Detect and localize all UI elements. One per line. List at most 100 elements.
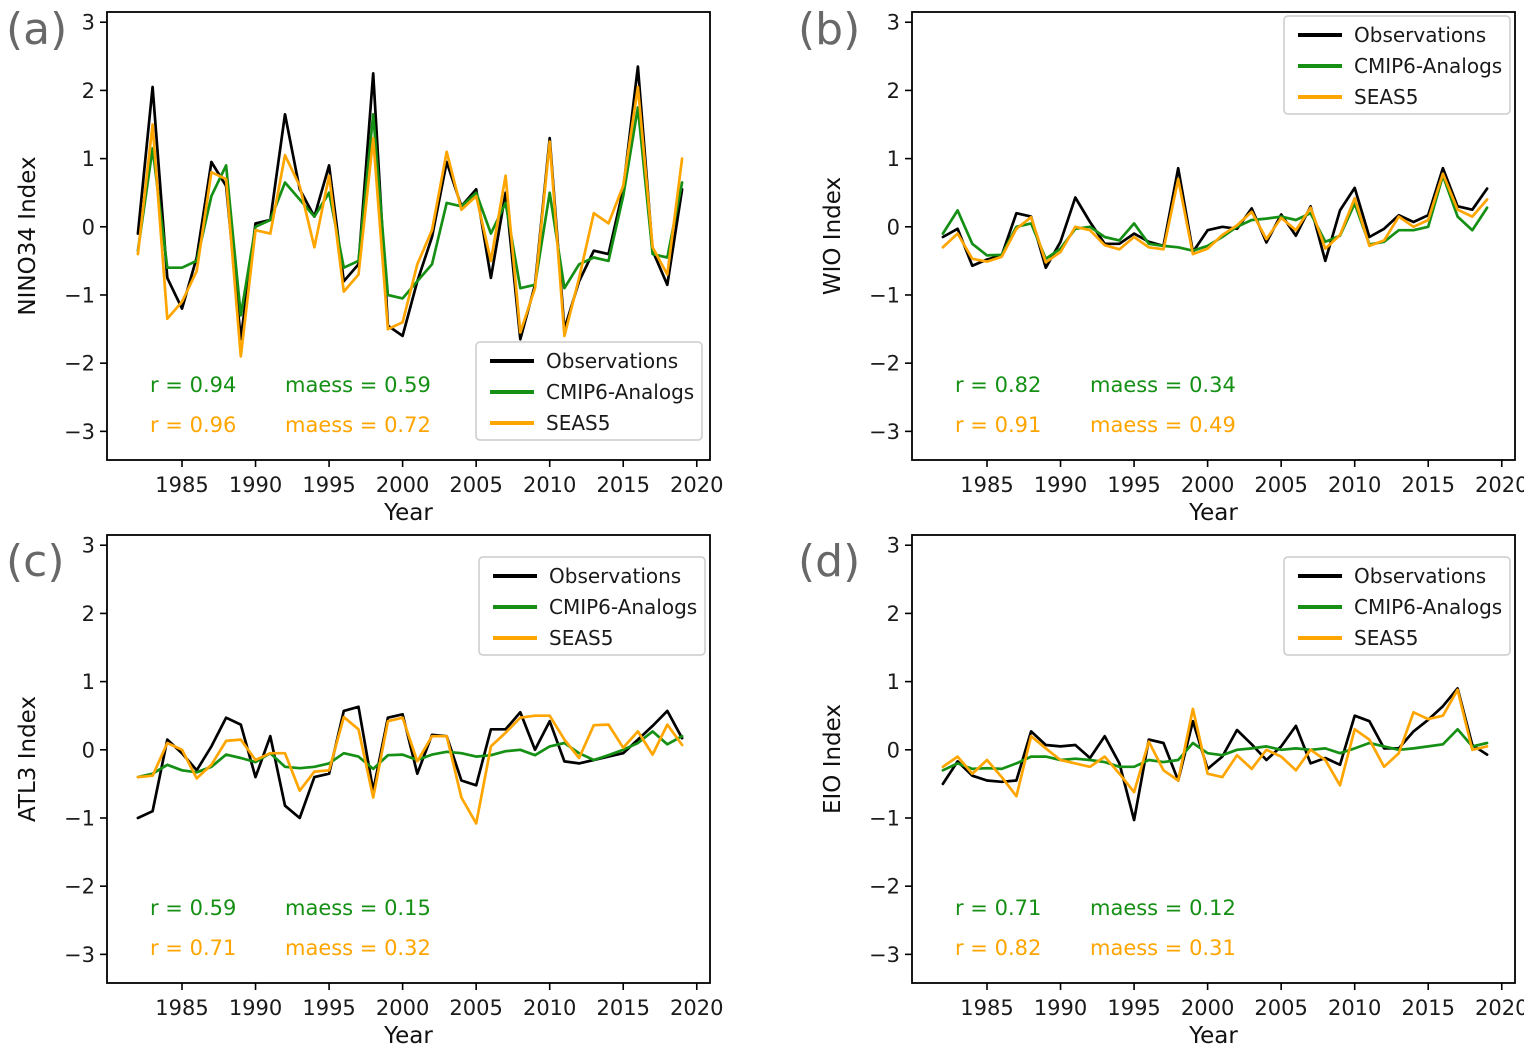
series-line-cmip6-analogs <box>941 727 1489 772</box>
stats-green-maess: maess = 0.34 <box>1090 373 1236 397</box>
x-tick-label: 2020 <box>1475 473 1524 497</box>
series-line-seas5 <box>136 714 684 825</box>
x-tick-label: 1990 <box>229 473 282 497</box>
x-tick-label: 2020 <box>670 996 723 1020</box>
legend-label: SEAS5 <box>1354 626 1418 650</box>
y-tick-label: 1 <box>887 670 900 694</box>
legend-label: Observations <box>549 564 681 588</box>
x-tick-label: 2020 <box>1475 996 1524 1020</box>
stats-green-maess: maess = 0.12 <box>1090 896 1236 920</box>
x-tick-label: 1985 <box>960 996 1013 1020</box>
x-axis-label: Year <box>383 1023 433 1045</box>
legend-box <box>478 556 706 656</box>
x-tick-label: 2000 <box>1181 996 1234 1020</box>
stats-orange-maess: maess = 0.49 <box>1090 413 1236 437</box>
y-tick-label: 3 <box>887 534 900 558</box>
y-axis-label: WIO Index <box>820 177 846 295</box>
legend-label: Observations <box>546 349 678 373</box>
y-tick-label: 0 <box>887 738 900 762</box>
x-tick-label: 1990 <box>229 996 282 1020</box>
x-tick-label: 2000 <box>376 996 429 1020</box>
series-line-observations <box>136 705 684 820</box>
y-tick-label: −1 <box>64 806 95 830</box>
panel-a-letter: (a) <box>6 4 68 55</box>
x-tick-label: 1995 <box>302 996 355 1020</box>
stats-orange-r: r = 0.91 <box>955 413 1041 437</box>
stats-orange-r: r = 0.82 <box>955 936 1041 960</box>
y-tick-label: 0 <box>887 215 900 239</box>
y-tick-label: 2 <box>887 79 900 103</box>
x-axis-label: Year <box>1188 500 1238 522</box>
legend-label: Observations <box>1354 23 1486 47</box>
series-line-seas5 <box>136 85 684 358</box>
y-tick-label: 3 <box>82 534 95 558</box>
x-tick-label: 2005 <box>449 473 502 497</box>
x-tick-label: 1995 <box>302 473 355 497</box>
legend-label: SEAS5 <box>1354 85 1418 109</box>
x-tick-label: 1990 <box>1034 473 1087 497</box>
stats-orange-r: r = 0.96 <box>150 413 236 437</box>
y-tick-label: −3 <box>869 420 900 444</box>
y-axis-label: ATL3 Index <box>15 696 41 822</box>
y-tick-label: −3 <box>869 943 900 967</box>
legend-label: CMIP6-Analogs <box>549 595 697 619</box>
plot-border <box>106 11 711 461</box>
x-tick-label: 2005 <box>1254 473 1307 497</box>
y-axis-label: NINO34 Index <box>15 156 41 315</box>
x-tick-label: 2010 <box>523 996 576 1020</box>
series-line-observations <box>941 166 1489 270</box>
y-tick-label: 3 <box>82 11 95 35</box>
x-tick-label: 2010 <box>523 473 576 497</box>
stats-green-maess: maess = 0.15 <box>285 896 431 920</box>
x-tick-label: 1990 <box>1034 996 1087 1020</box>
legend: Observations CMIP6-Analogs SEAS5 <box>478 556 706 656</box>
y-tick-label: 1 <box>82 147 95 171</box>
legend-label: Observations <box>1354 564 1486 588</box>
x-tick-label: 2000 <box>376 473 429 497</box>
panel-c-letter: (c) <box>6 536 65 587</box>
x-tick-label: 2000 <box>1181 473 1234 497</box>
x-axis-label: Year <box>1188 1023 1238 1045</box>
y-tick-label: 3 <box>887 11 900 35</box>
stats-orange-maess: maess = 0.72 <box>285 413 431 437</box>
y-tick-label: 0 <box>82 738 95 762</box>
series-line-cmip6-analogs <box>136 730 684 779</box>
x-tick-label: 2005 <box>1254 996 1307 1020</box>
series-line-seas5 <box>941 688 1489 798</box>
panel-b-letter: (b) <box>798 4 861 55</box>
plot-border <box>106 534 711 984</box>
y-tick-label: −3 <box>64 943 95 967</box>
stats-orange-r: r = 0.71 <box>150 936 236 960</box>
y-tick-label: −2 <box>64 352 95 376</box>
y-axis-label: EIO Index <box>820 704 846 814</box>
legend-box <box>475 341 703 441</box>
y-tick-label: −1 <box>64 283 95 307</box>
y-tick-label: −1 <box>869 283 900 307</box>
y-tick-label: −2 <box>869 352 900 376</box>
y-tick-label: 2 <box>82 602 95 626</box>
y-tick-label: 0 <box>82 215 95 239</box>
x-tick-label: 2015 <box>597 473 650 497</box>
x-tick-label: 1995 <box>1107 996 1160 1020</box>
stats-green-r: r = 0.94 <box>150 373 236 397</box>
x-tick-label: 1995 <box>1107 473 1160 497</box>
legend-box <box>1283 556 1511 656</box>
x-tick-label: 2010 <box>1328 473 1381 497</box>
y-tick-label: 2 <box>82 79 95 103</box>
plot-border <box>911 11 1516 461</box>
legend: Observations CMIP6-Analogs SEAS5 <box>475 341 703 441</box>
legend: Observations CMIP6-Analogs SEAS5 <box>1283 556 1511 656</box>
stats-orange-maess: maess = 0.32 <box>285 936 431 960</box>
x-tick-label: 2010 <box>1328 996 1381 1020</box>
legend-label: CMIP6-Analogs <box>546 380 694 404</box>
plot-border <box>911 534 1516 984</box>
x-tick-label: 1985 <box>155 473 208 497</box>
y-tick-label: −2 <box>869 875 900 899</box>
x-tick-label: 1985 <box>960 473 1013 497</box>
x-tick-label: 1985 <box>155 996 208 1020</box>
y-tick-label: 2 <box>887 602 900 626</box>
y-tick-label: 1 <box>887 147 900 171</box>
legend-label: CMIP6-Analogs <box>1354 595 1502 619</box>
x-tick-label: 2005 <box>449 996 502 1020</box>
